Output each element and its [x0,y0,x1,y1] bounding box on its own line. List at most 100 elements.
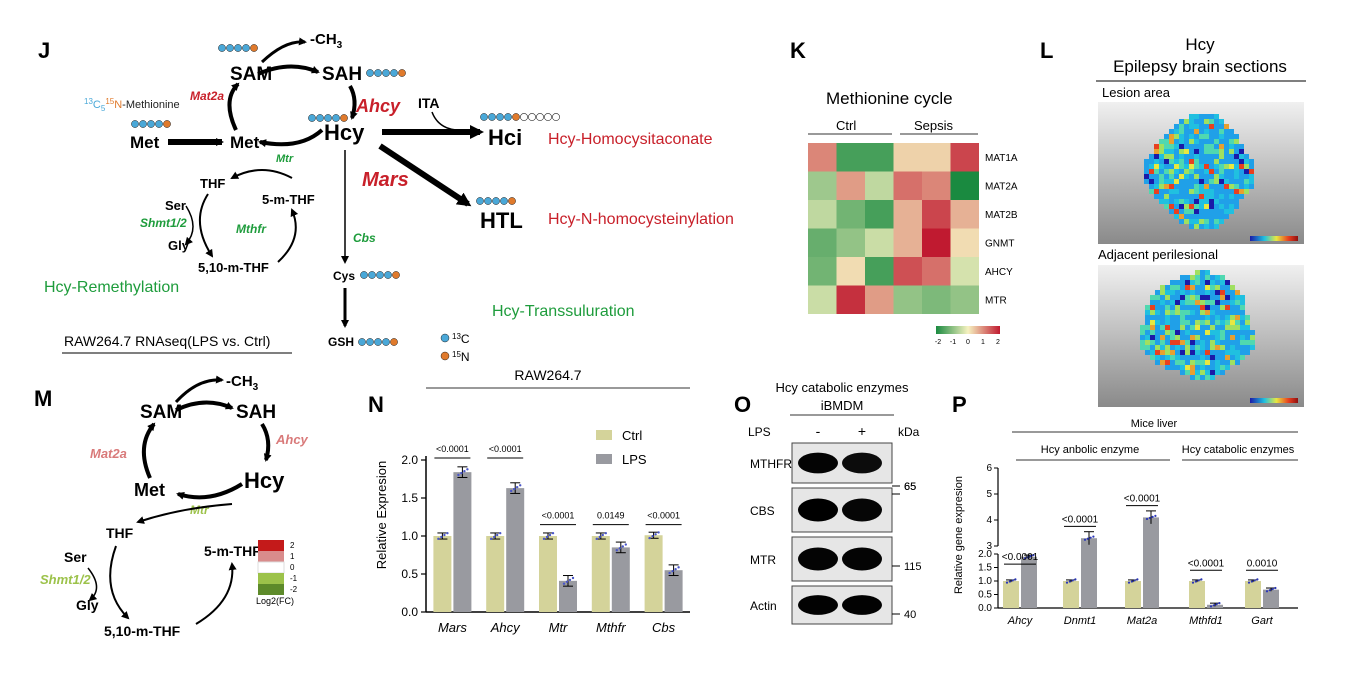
msi-pixel [1205,305,1210,310]
msi-pixel [1190,305,1195,310]
msi-pixel [1184,144,1189,149]
msi-pixel [1214,159,1219,164]
arrow-sah-hcy [348,85,358,120]
msi-pixel [1214,129,1219,134]
msi-pixel [1150,305,1155,310]
msi-pixel [1179,124,1184,129]
m-node-thf: THF [106,525,134,541]
chart-p-dot [1200,578,1203,581]
msi-pixel [1239,189,1244,194]
msi-pixel [1214,214,1219,219]
blot-kda: kDa [898,425,920,439]
msi-pixel [1195,370,1200,375]
msi-pixel [1160,300,1165,305]
msi-pixel [1165,310,1170,315]
msi-pixel [1214,174,1219,179]
nitrogen-15-bead [390,338,398,346]
msi-pixel [1205,300,1210,305]
msi-pixel [1190,315,1195,320]
msi-pixel [1224,174,1229,179]
msi-pixel [1155,300,1160,305]
blot-marker-label: 65 [904,481,916,493]
chart-n-category-label: Mars [438,620,467,635]
msi-pixel [1214,209,1219,214]
chart-p-bar [1081,538,1097,608]
msi-pixel [1174,129,1179,134]
msi-pixel [1150,330,1155,335]
log2fc-tick: -1 [290,574,298,583]
msi-pixel [1185,275,1190,280]
msi-pixel [1225,345,1230,350]
msi-pixel [1159,159,1164,164]
msi-pixel [1214,149,1219,154]
heatmap-scale-ticks: -2 -1 0 1 2 [935,339,1000,346]
heatmap-cell [893,257,922,286]
msi-pixel [1199,164,1204,169]
msi-pixel [1164,164,1169,169]
blot-band [798,498,838,522]
msi-pixel [1204,174,1209,179]
msi-pixel [1160,340,1165,345]
msi-pixel [1174,134,1179,139]
msi-pixel [1185,355,1190,360]
msi-pixel [1184,154,1189,159]
msi-pixel [1219,219,1224,224]
chart-n-bar [664,570,683,612]
msi-pixel [1200,300,1205,305]
msi-pixel [1229,159,1234,164]
legend-n15-label: 15N [452,350,470,364]
msi-pixel [1155,325,1160,330]
chart-n-dot [443,533,446,537]
msi-pixel [1200,375,1205,380]
msi-pixel [1224,179,1229,184]
carbon-13-bead [366,338,374,346]
legend-ctrl-swatch [596,430,612,440]
msi-pixel [1175,325,1180,330]
blot-band [842,452,882,474]
msi-pixel [1199,144,1204,149]
chart-n-title: RAW264.7 [514,367,581,383]
chart-p-dot [1212,604,1215,607]
msi-pixel [1220,315,1225,320]
carbon-13-bead [500,197,508,205]
m-node-5-m-thf: 5-m-THF [204,543,261,559]
heatmap-scale-tick: 1 [981,339,985,346]
msi-pixel [1159,169,1164,174]
chart-p-bar [1245,581,1261,608]
msi-pixel [1209,174,1214,179]
heatmap-gene-label: GNMT [985,239,1014,250]
msi-pixel [1189,184,1194,189]
msi-pixel [1214,134,1219,139]
msi-pixel [1194,224,1199,229]
msi-pixel [1205,350,1210,355]
msi-pixel [1210,375,1215,380]
node-thf: THF [200,176,225,191]
msi-pixel [1185,320,1190,325]
msi-pixel [1210,275,1215,280]
chart-n-bar [559,580,577,612]
legend-n15-dot [440,351,450,361]
msi-pixel [1180,275,1185,280]
heatmap-scale-tick: -1 [950,339,956,346]
node-ita: ITA [418,95,440,111]
chart-n-bar [486,536,505,612]
msi-pixel [1149,179,1154,184]
panel-m-label: M [34,386,52,411]
msi-pixel [1235,295,1240,300]
msi-pixel [1179,189,1184,194]
msi-pixel [1210,305,1215,310]
msi-pixel [1229,169,1234,174]
carbon-13-bead [496,113,504,121]
panel-j: J SAM SAH -CH3 Hcy Met Met 13C515N-Methi… [38,31,734,364]
msi-pixel [1184,134,1189,139]
chart-n-p-value: <0.0001 [436,444,469,454]
blot-band-label: CBS [750,504,775,518]
heatmap-cell [950,200,979,229]
msi-pixel [1240,305,1245,310]
chart-n-dot [545,535,549,539]
m-node-sah: SAH [236,402,276,423]
msi-pixel [1219,144,1224,149]
msi-pixel [1174,194,1179,199]
msi-pixel [1189,124,1194,129]
unlabeled-bead [552,113,560,121]
